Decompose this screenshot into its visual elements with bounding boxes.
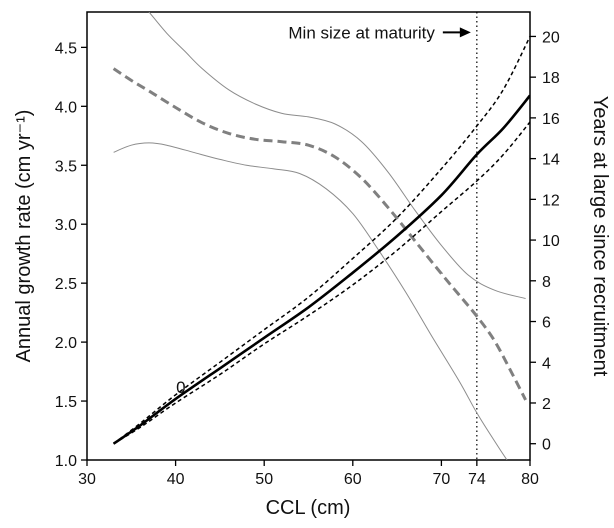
left-y-tick-label: 2.5 [55, 276, 77, 293]
x-axis-title: CCL (cm) [266, 497, 351, 519]
left-y-tick-label: 1.5 [55, 394, 77, 411]
years-at-large-mean-line [112, 94, 530, 445]
tick-layer: 30 40 50 60 70 74 801.01.52.02.53.03.54.04.502… [55, 29, 560, 488]
right-y-tick-label: 16 [542, 111, 560, 128]
x-tick-label: 30 [78, 471, 96, 488]
maturity-annotation: Min size at maturity [288, 23, 435, 42]
right-y-axis-title: Years at large since recruitment [589, 96, 611, 377]
maturity-arrow [459, 27, 471, 38]
right-y-tick-label: 6 [542, 315, 551, 332]
x-tick-label: 80 [521, 471, 539, 488]
left-y-tick-label: 2.0 [55, 335, 77, 352]
right-y-tick-label: 20 [542, 29, 560, 46]
x-tick-label: 60 [344, 471, 362, 488]
left-y-tick-label: 1.0 [55, 453, 77, 470]
years-at-large-upper-ci-line [113, 36, 530, 445]
x-tick-label: 40 [167, 471, 185, 488]
right-y-tick-label: 18 [542, 70, 560, 87]
years-at-large-lower-ci-line [113, 121, 530, 445]
right-y-tick-label: 2 [542, 396, 551, 413]
left-y-axis-title: Annual growth rate (cm yr⁻¹) [13, 110, 35, 363]
right-y-tick-label: 8 [542, 274, 551, 291]
right-y-tick-label: 0 [542, 437, 551, 454]
left-y-tick-label: 3.0 [55, 217, 77, 234]
x-tick-label: 74 [468, 471, 486, 488]
series-layer [112, 12, 530, 460]
plot-frame [86, 11, 531, 461]
x-tick-label: 70 [433, 471, 451, 488]
left-y-tick-label: 3.5 [55, 158, 77, 175]
right-y-tick-label: 14 [542, 152, 560, 169]
growth-rate-upper-ci-line [148, 12, 526, 299]
x-tick-label: 50 [255, 471, 273, 488]
right-y-tick-label: 10 [542, 233, 560, 250]
growth-rate-mean-line [112, 67, 527, 401]
left-y-tick-label: 4.0 [55, 99, 77, 116]
right-y-tick-label: 4 [542, 355, 551, 372]
right-y-tick-label: 12 [542, 192, 560, 209]
growth-rate-lower-ci-line [113, 142, 508, 460]
left-y-tick-label: 4.5 [55, 40, 77, 57]
zero-annotation: 0 [176, 378, 185, 397]
